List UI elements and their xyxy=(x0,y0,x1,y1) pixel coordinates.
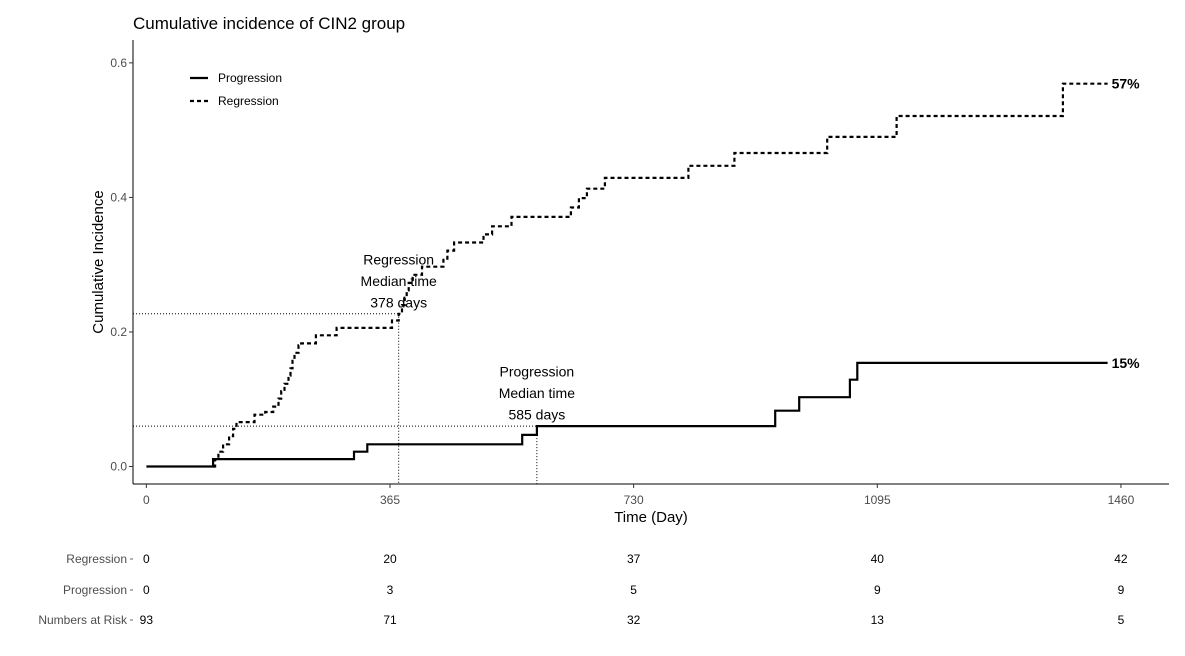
end-label-progression: 15% xyxy=(1112,355,1141,371)
risk-cell: 71 xyxy=(383,613,397,627)
x-axis-label: Time (Day) xyxy=(614,509,688,526)
median-annotation-line: 378 days xyxy=(370,295,427,311)
chart-title: Cumulative incidence of CIN2 group xyxy=(133,14,405,33)
risk-cell: 32 xyxy=(627,613,641,627)
x-tick-label: 1095 xyxy=(864,493,891,507)
legend: Progression Regression xyxy=(190,71,282,108)
axes: 0.0 0.2 0.4 0.6 0 365 730 1095 1460 xyxy=(110,40,1169,507)
risk-table: Regression 0 20 37 40 42 Progression 0 3 5 9 9 Numbe… xyxy=(38,552,1128,627)
risk-cell: 3 xyxy=(387,583,394,597)
legend-label: Progression xyxy=(218,71,282,85)
y-tick-label: 0.0 xyxy=(110,460,127,474)
median-annotation-line: Median time xyxy=(499,385,575,401)
risk-cell: 13 xyxy=(871,613,885,627)
median-annotation-line: Regression xyxy=(363,252,434,268)
risk-row-label: Numbers at Risk xyxy=(38,613,128,627)
end-label-regression: 57% xyxy=(1112,76,1141,92)
median-annotation-line: Median time xyxy=(361,273,437,289)
x-tick-label: 1460 xyxy=(1108,493,1135,507)
risk-cell: 40 xyxy=(871,552,885,566)
series-line-regression xyxy=(213,82,1108,468)
x-tick-label: 0 xyxy=(143,493,150,507)
y-tick-label: 0.4 xyxy=(110,190,127,204)
risk-cell: 5 xyxy=(1118,613,1125,627)
y-tick-label: 0.6 xyxy=(110,56,127,70)
risk-cell: 42 xyxy=(1114,552,1128,566)
risk-cell: 0 xyxy=(143,552,150,566)
risk-cell: 20 xyxy=(383,552,397,566)
risk-row-label: Regression xyxy=(66,552,127,566)
y-tick-label: 0.2 xyxy=(110,325,127,339)
risk-cell: 5 xyxy=(630,583,637,597)
y-axis-label: Cumulative Incidence xyxy=(90,190,107,333)
series-layer xyxy=(146,82,1108,468)
series-line-progression xyxy=(146,361,1108,468)
risk-cell: 0 xyxy=(143,583,150,597)
risk-row-label: Progression xyxy=(63,583,127,597)
annotation-layer: 15% 57% Regression Median time 378 days Progr… xyxy=(361,76,1141,423)
median-annotation-line: Progression xyxy=(500,363,575,379)
risk-cell: 9 xyxy=(874,583,881,597)
legend-label: Regression xyxy=(218,94,279,108)
risk-cell: 9 xyxy=(1118,583,1125,597)
x-tick-label: 730 xyxy=(624,493,644,507)
x-tick-label: 365 xyxy=(380,493,400,507)
risk-cell: 93 xyxy=(140,613,154,627)
median-annotation-line: 585 days xyxy=(508,406,565,422)
risk-cell: 37 xyxy=(627,552,641,566)
